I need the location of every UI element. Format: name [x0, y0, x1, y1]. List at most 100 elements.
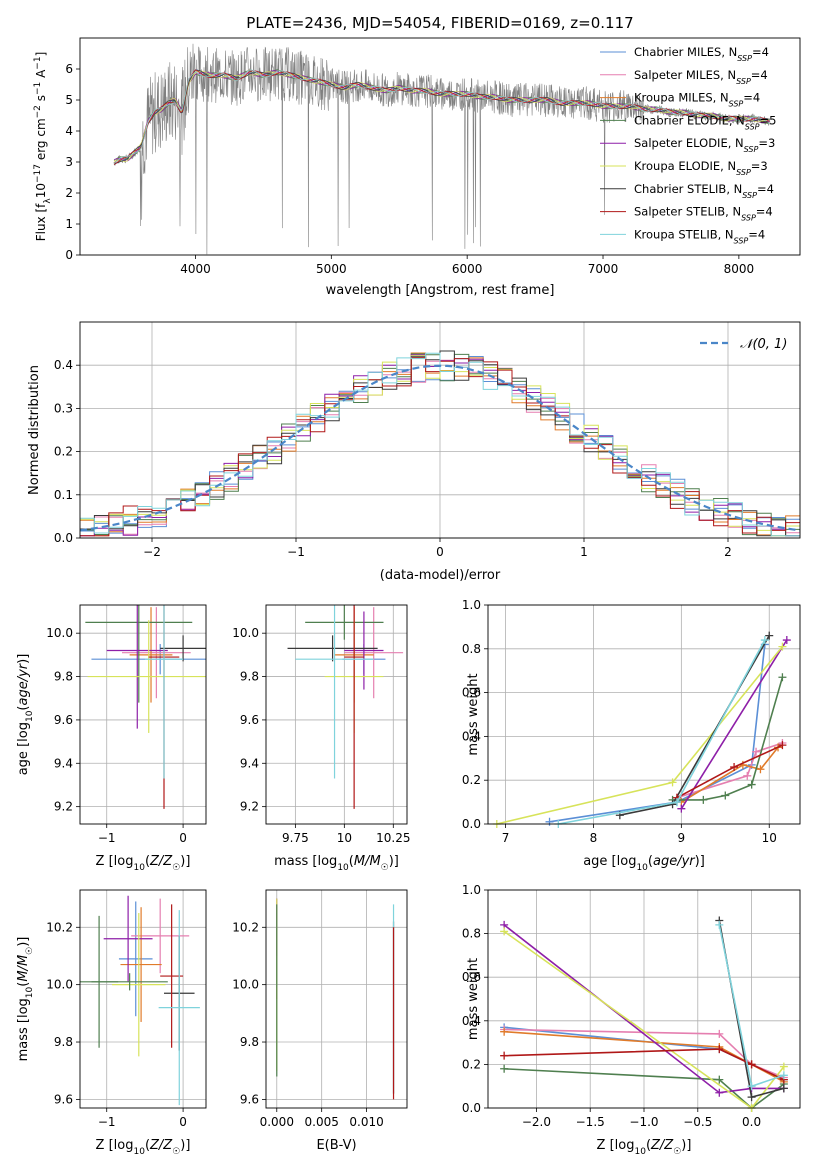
spectrum-legend: Chabrier MILES, NSSP=4 Salpeter MILES, NS…	[600, 45, 776, 245]
y-tick-label: 0.0	[54, 531, 73, 545]
weight-marker	[715, 1075, 724, 1084]
y-tick-label: 10.0	[232, 978, 259, 992]
y-tick-label: 9.6	[54, 1092, 73, 1106]
y-tick-label: 0.4	[54, 358, 73, 372]
mass_vs_Z-axes: −1 0 9.6 9.8 10.0 10.2	[46, 890, 206, 1129]
weight-line-salpeter-elodie	[680, 639, 788, 810]
model-line-kroupa-elodie	[114, 70, 770, 162]
model-line-chabrier-stelib	[113, 69, 770, 164]
mass_vs_Z-frame	[79, 889, 207, 1109]
y-tick-label: 0.2	[54, 445, 73, 459]
y-tick-label: 9.8	[240, 670, 259, 684]
residuals-axes: −2 −1 0 1 2 0.0 0.1 0.2 0.3 0.4	[54, 322, 800, 559]
weight-marker	[730, 763, 739, 772]
weight-marker	[779, 1071, 788, 1080]
weight-marker	[721, 791, 730, 800]
age_vs_Z-frame	[79, 604, 207, 825]
y-tick-label: 1.0	[462, 598, 481, 612]
normal-curve	[80, 364, 800, 532]
y-tick-label: 0.8	[462, 927, 481, 941]
x-tick-label: 5000	[316, 262, 347, 276]
weight-marker	[715, 920, 724, 929]
weight-line-kroupa-miles	[680, 746, 779, 803]
weight-marker	[668, 778, 677, 787]
y-tick-label: 1.0	[462, 883, 481, 897]
weight-marker	[500, 1051, 509, 1060]
x-tick-label: 7	[502, 831, 510, 845]
age_vs_Z-axes: −1 0 9.2 9.4 9.6 9.8 10.0	[46, 605, 206, 845]
weight-marker	[760, 636, 769, 645]
y-tick-label: 9.4	[54, 756, 73, 770]
age_vs_Z-xlabel: Z [log10(Z/Z☉)]	[96, 854, 191, 873]
weight-marker	[779, 1084, 788, 1093]
mass_vs_ebv-xlabel: E(B-V)	[316, 1138, 356, 1153]
x-tick-label: 9.75	[282, 831, 309, 845]
weight-marker	[747, 1093, 756, 1102]
x-tick-label: −2	[143, 545, 161, 559]
residuals-plot	[80, 350, 800, 537]
weight-line-kroupa-miles	[504, 1030, 785, 1083]
weight-line-salpeter-miles	[676, 742, 783, 799]
weight-line-chabrier-miles	[549, 644, 766, 823]
y-tick-label: 9.8	[54, 670, 73, 684]
y-tick-label: 0.0	[462, 817, 481, 831]
weight-marker	[743, 771, 752, 780]
y-tick-label: 1	[65, 217, 73, 231]
mass_vs_ebv-frame	[265, 889, 408, 1109]
x-tick-label: 10	[762, 831, 777, 845]
legend-entry: Chabrier ELODIE, NSSP=5	[634, 113, 776, 130]
mass_vs_Z-xlabel: Z [log10(Z/Z☉)]	[96, 1138, 191, 1157]
y-tick-label: 9.8	[240, 1035, 259, 1049]
x-tick-label: 9	[678, 831, 686, 845]
weight-line-kroupa-stelib	[558, 639, 766, 825]
weight-marker	[747, 780, 756, 789]
weight_vs_age-ylabel: mass weight	[466, 673, 481, 755]
weight-marker	[699, 795, 708, 804]
model-line-kroupa-stelib	[113, 69, 770, 164]
y-tick-label: 0.4	[462, 1014, 481, 1028]
x-tick-label: −0.5	[683, 1115, 712, 1129]
y-tick-label: 10.2	[232, 920, 259, 934]
legend-entry: Kroupa ELODIE, NSSP=3	[634, 159, 768, 177]
weight-marker	[500, 927, 509, 936]
weight_vs_Z-axes: −2.0 −1.5 −1.0 −0.5 0.0 0.0 0.2 0.4 0.6 0.8 1.0	[462, 883, 800, 1129]
y-tick-label: 0.6	[462, 686, 481, 700]
mass_vs_Z-ylabel: mass [log10(M/M☉)]	[16, 937, 35, 1062]
figure-title: PLATE=2436, MJD=54054, FIBERID=0169, z=0…	[246, 14, 633, 32]
weight-marker	[747, 1060, 756, 1069]
weight-marker	[756, 765, 765, 774]
x-tick-label: 7000	[588, 262, 619, 276]
weight_vs_Z-xlabel: Z [log10(Z/Z☉)]	[597, 1138, 692, 1157]
legend-entry: Salpeter ELODIE, NSSP=3	[634, 136, 775, 154]
y-tick-label: 9.2	[240, 800, 259, 814]
weight-marker	[715, 1029, 724, 1038]
weight-marker	[677, 804, 686, 813]
spectrum-ylabel: Flux [fλ10−17 erg cm−2 s−1 A−1]	[33, 52, 53, 242]
y-tick-label: 4	[65, 124, 73, 138]
weight-line-salpeter-stelib	[504, 1048, 785, 1081]
legend-entry: Chabrier STELIB, NSSP=4	[634, 182, 774, 200]
weight_vs_Z-ylabel: mass weight	[466, 958, 481, 1040]
residuals-legend: 𝒩(0, 1)	[700, 337, 787, 352]
x-tick-label: −1	[98, 831, 116, 845]
y-tick-label: 9.8	[54, 1035, 73, 1049]
y-tick-label: 9.6	[240, 1092, 259, 1106]
y-tick-label: 0.2	[462, 773, 481, 787]
spectrum-plot	[113, 43, 771, 255]
age_vs_Z-plot	[85, 605, 206, 809]
weight-marker	[779, 1062, 788, 1071]
x-tick-label: 10.25	[376, 831, 410, 845]
x-tick-label: 0.000	[260, 1115, 294, 1129]
age_vs_mass-frame	[265, 604, 408, 825]
residuals-xlabel: (data-model)/error	[380, 568, 501, 583]
x-tick-label: 2	[724, 545, 732, 559]
x-tick-label: 10	[337, 831, 352, 845]
weight_vs_Z-frame	[487, 889, 801, 1109]
legend-entry: 𝒩(0, 1)	[740, 337, 787, 352]
weight-marker	[765, 631, 774, 640]
x-tick-label: 0.0	[742, 1115, 761, 1129]
weight_vs_age-axes: 7 8 9 10 0.0 0.2 0.4 0.6 0.8 1.0	[462, 598, 800, 845]
y-tick-label: 3	[65, 155, 73, 169]
legend-entry: Chabrier MILES, NSSP=4	[634, 45, 769, 63]
x-tick-label: −1.0	[629, 1115, 658, 1129]
